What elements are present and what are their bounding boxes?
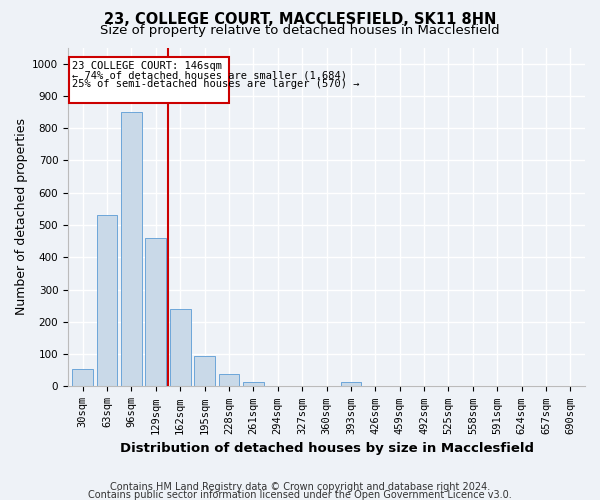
Bar xyxy=(121,112,142,386)
Text: 25% of semi-detached houses are larger (570) →: 25% of semi-detached houses are larger (… xyxy=(71,79,359,89)
Bar xyxy=(170,309,191,386)
Y-axis label: Number of detached properties: Number of detached properties xyxy=(15,118,28,316)
Text: ← 74% of detached houses are smaller (1,684): ← 74% of detached houses are smaller (1,… xyxy=(71,70,347,80)
Bar xyxy=(243,382,264,386)
Text: Contains public sector information licensed under the Open Government Licence v3: Contains public sector information licen… xyxy=(88,490,512,500)
X-axis label: Distribution of detached houses by size in Macclesfield: Distribution of detached houses by size … xyxy=(119,442,533,455)
Text: 23 COLLEGE COURT: 146sqm: 23 COLLEGE COURT: 146sqm xyxy=(71,62,221,72)
Text: Size of property relative to detached houses in Macclesfield: Size of property relative to detached ho… xyxy=(100,24,500,37)
Bar xyxy=(72,368,93,386)
Bar xyxy=(218,374,239,386)
Text: 23, COLLEGE COURT, MACCLESFIELD, SK11 8HN: 23, COLLEGE COURT, MACCLESFIELD, SK11 8H… xyxy=(104,12,496,28)
Bar xyxy=(194,356,215,386)
Text: Contains HM Land Registry data © Crown copyright and database right 2024.: Contains HM Land Registry data © Crown c… xyxy=(110,482,490,492)
Bar xyxy=(97,216,118,386)
Bar xyxy=(145,238,166,386)
Bar xyxy=(341,382,361,386)
Bar xyxy=(69,56,229,103)
